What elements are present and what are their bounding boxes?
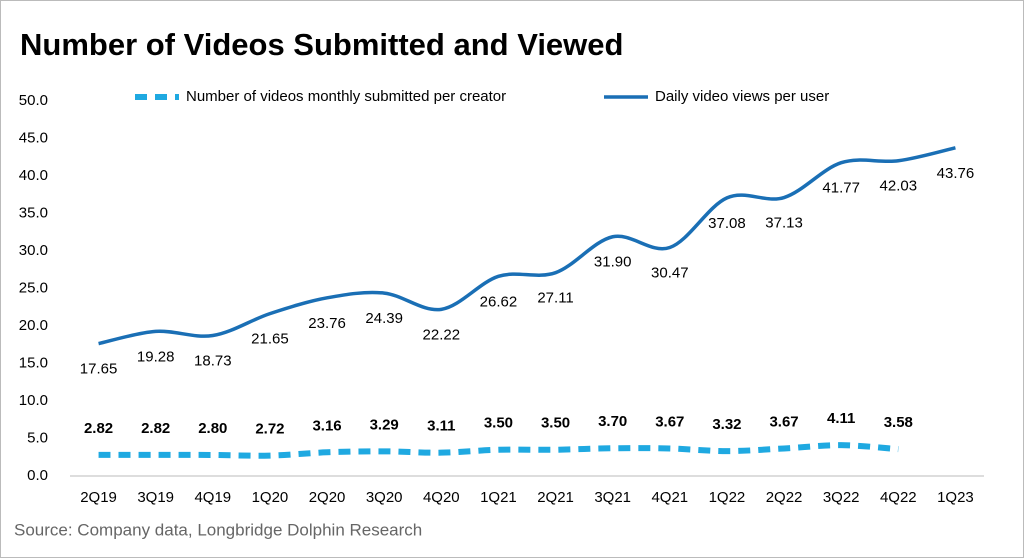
- y-tick-label: 10.0: [19, 392, 48, 409]
- x-tick-label: 2Q19: [80, 489, 117, 506]
- data-label: 26.62: [480, 293, 518, 310]
- x-tick-label: 4Q19: [194, 489, 231, 506]
- data-label: 3.70: [598, 413, 627, 430]
- legend-label: Daily video views per user: [655, 88, 829, 105]
- data-label: 37.08: [708, 215, 746, 232]
- data-label: 3.16: [312, 417, 341, 434]
- y-tick-label: 0.0: [27, 467, 48, 484]
- data-label: 4.11: [827, 410, 855, 427]
- data-label: 27.11: [537, 290, 573, 307]
- y-tick-label: 15.0: [19, 354, 48, 371]
- y-tick-label: 40.0: [19, 167, 48, 184]
- data-label: 2.72: [255, 421, 284, 438]
- x-tick-label: 3Q22: [823, 489, 860, 506]
- x-tick-label: 3Q19: [137, 489, 174, 506]
- source: Source: Company data, Longbridge Dolphin…: [14, 520, 422, 539]
- legend-label: Number of videos monthly submitted per c…: [186, 88, 506, 105]
- data-label: 43.76: [937, 165, 975, 182]
- data-label: 17.65: [80, 361, 118, 378]
- chart-title: Number of Videos Submitted and Viewed: [20, 27, 623, 62]
- data-label: 42.03: [880, 178, 918, 195]
- data-label: 24.39: [365, 310, 403, 327]
- data-label: 30.47: [651, 264, 689, 281]
- x-tick-label: 1Q22: [709, 489, 746, 506]
- x-tick-label: 3Q21: [594, 489, 631, 506]
- data-label: 18.73: [194, 352, 232, 369]
- x-tick-label: 1Q23: [937, 489, 974, 506]
- data-label: 41.77: [822, 180, 860, 197]
- x-tick-label: 2Q22: [766, 489, 803, 506]
- data-label: 3.29: [370, 416, 399, 433]
- y-tick-label: 25.0: [19, 279, 48, 296]
- data-label: 22.22: [423, 326, 461, 343]
- data-label: 3.11: [427, 418, 455, 435]
- data-label: 3.58: [884, 414, 913, 431]
- data-label: 3.67: [769, 413, 798, 430]
- data-label: 2.82: [141, 420, 170, 437]
- data-label: 31.90: [594, 254, 632, 271]
- data-label: 3.50: [484, 415, 513, 432]
- series-line: [98, 442, 899, 459]
- x-tick-label: 4Q21: [651, 489, 688, 506]
- data-label: 19.28: [137, 348, 175, 365]
- x-tick-label: 4Q20: [423, 489, 460, 506]
- x-tick-label: 1Q21: [480, 489, 517, 506]
- y-tick-label: 35.0: [19, 204, 48, 221]
- y-tick-label: 30.0: [19, 242, 48, 259]
- data-label: 37.13: [765, 214, 803, 231]
- y-tick-label: 5.0: [27, 429, 48, 446]
- data-label: 23.76: [308, 315, 346, 332]
- y-tick-label: 20.0: [19, 317, 48, 334]
- x-tick-label: 2Q20: [309, 489, 346, 506]
- x-tick-label: 2Q21: [537, 489, 574, 506]
- data-label: 3.67: [655, 413, 684, 430]
- y-tick-label: 45.0: [19, 129, 48, 146]
- x-tick-label: 3Q20: [366, 489, 403, 506]
- x-tick-label: 4Q22: [880, 489, 917, 506]
- series-line: [98, 146, 956, 346]
- data-label: 3.50: [541, 415, 570, 432]
- data-label: 21.65: [251, 331, 289, 348]
- data-label: 2.80: [198, 420, 227, 437]
- x-tick-label: 1Q20: [252, 489, 289, 506]
- data-label: 2.82: [84, 420, 113, 437]
- data-label: 3.32: [712, 416, 741, 433]
- y-tick-label: 50.0: [19, 92, 48, 109]
